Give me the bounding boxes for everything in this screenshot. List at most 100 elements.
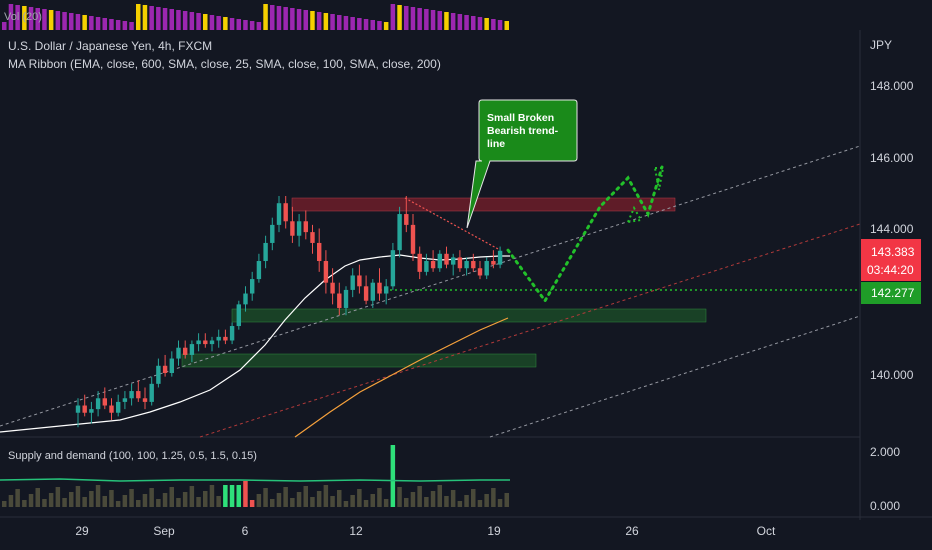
histogram-bar [89, 491, 94, 507]
volume-bar [477, 17, 483, 30]
candle[interactable] [243, 293, 248, 305]
candle[interactable] [162, 365, 168, 373]
indicator-tick-2: 2.000 [870, 445, 900, 459]
candle[interactable] [283, 203, 288, 222]
channel-upper-line[interactable] [0, 145, 861, 427]
candle[interactable] [370, 282, 375, 301]
candle[interactable] [250, 279, 255, 294]
candle[interactable] [384, 286, 389, 294]
candle[interactable] [437, 253, 442, 269]
histogram-bar [484, 494, 489, 507]
candle[interactable] [82, 405, 87, 413]
histogram-bar [491, 488, 496, 507]
callout-line-3: line [487, 138, 505, 150]
candle[interactable] [116, 401, 121, 413]
candle[interactable] [430, 261, 436, 269]
candle[interactable] [444, 253, 449, 265]
histogram-bar [8, 495, 14, 507]
projection-path[interactable] [506, 165, 664, 304]
ma-ribbon-legend[interactable]: MA Ribbon (EMA, close, 600, SMA, close, … [8, 57, 441, 71]
candle[interactable] [122, 398, 128, 402]
candle[interactable] [189, 344, 195, 355]
candle[interactable] [310, 232, 315, 243]
histogram-bar [176, 498, 181, 507]
symbol-title[interactable]: U.S. Dollar / Japanese Yen, 4h, FXCM [8, 39, 212, 53]
candle[interactable] [183, 347, 188, 355]
candle[interactable] [330, 282, 335, 294]
candle[interactable] [95, 398, 101, 410]
candle[interactable] [471, 261, 476, 269]
candle[interactable] [276, 203, 282, 225]
candle[interactable] [270, 224, 275, 243]
candle[interactable] [343, 289, 349, 308]
volume-bar [323, 13, 329, 30]
candle[interactable] [357, 275, 362, 287]
channel-lower-line[interactable] [489, 315, 861, 438]
candle[interactable] [136, 391, 141, 399]
candle[interactable] [169, 358, 174, 373]
candle[interactable] [350, 275, 355, 290]
candle[interactable] [363, 286, 369, 301]
candle[interactable] [410, 224, 416, 254]
indicator-title[interactable]: Supply and demand (100, 100, 1.25, 0.5, … [8, 450, 257, 462]
candle[interactable] [417, 253, 422, 272]
candle[interactable] [397, 214, 402, 251]
candlestick-series[interactable] [75, 195, 503, 428]
candle[interactable] [377, 282, 382, 294]
channel-middle-line[interactable] [199, 223, 861, 438]
candle[interactable] [102, 398, 107, 406]
candle[interactable] [149, 383, 154, 402]
histogram-bar [397, 487, 402, 507]
candle[interactable] [223, 336, 228, 341]
candle[interactable] [303, 221, 308, 233]
volume-bar [22, 6, 27, 30]
histogram-bar [35, 488, 40, 507]
supply-zone[interactable] [291, 197, 676, 212]
candle[interactable] [216, 336, 221, 341]
callout[interactable]: Small Broken Bearish trend- line [466, 99, 578, 229]
candle[interactable] [323, 261, 329, 283]
candle[interactable] [317, 242, 322, 262]
histogram-bar [189, 486, 195, 507]
candle[interactable] [497, 250, 503, 265]
candle[interactable] [203, 340, 208, 345]
candle[interactable] [263, 242, 268, 262]
time-tick-oct: Oct [757, 524, 776, 538]
candle[interactable] [337, 293, 342, 308]
candle[interactable] [424, 261, 429, 272]
candle[interactable] [229, 326, 235, 341]
candle[interactable] [236, 304, 241, 327]
candle[interactable] [176, 347, 181, 359]
volume-bar [95, 17, 101, 30]
demand-zone-upper[interactable] [231, 308, 707, 323]
candle[interactable] [477, 268, 483, 276]
candle[interactable] [142, 398, 148, 402]
candle[interactable] [209, 340, 215, 345]
volume-bar [196, 13, 201, 30]
candle[interactable] [457, 257, 463, 269]
candle[interactable] [390, 250, 396, 287]
volume-bar [350, 17, 355, 30]
candle[interactable] [464, 261, 469, 269]
candle[interactable] [491, 261, 496, 265]
demand-zone-lower[interactable] [181, 353, 537, 368]
candle[interactable] [296, 221, 302, 236]
candle[interactable] [75, 405, 81, 413]
projection-arrow-top-icon [653, 167, 665, 191]
histogram-bar [370, 494, 375, 507]
candle[interactable] [256, 261, 262, 280]
candle[interactable] [484, 261, 489, 276]
histogram-bar [28, 494, 34, 507]
candle[interactable] [196, 340, 201, 345]
volume-bar [283, 7, 288, 30]
candle[interactable] [109, 405, 114, 413]
candle[interactable] [89, 409, 94, 413]
candle[interactable] [156, 365, 161, 384]
candle[interactable] [290, 221, 295, 236]
volume-bar [377, 21, 382, 30]
candle[interactable] [451, 257, 456, 265]
histogram-bar [316, 491, 322, 507]
candle[interactable] [404, 214, 409, 225]
candle[interactable] [129, 391, 134, 399]
